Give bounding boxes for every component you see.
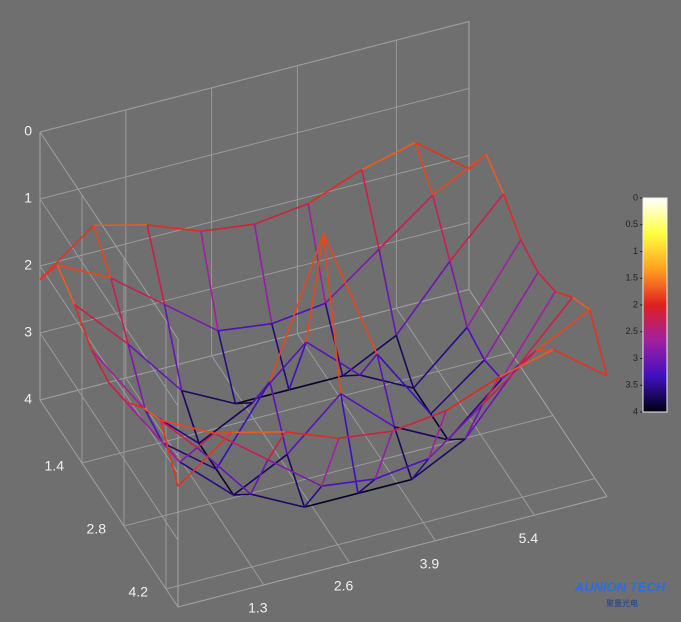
colorbar-tick-label: 4 (633, 406, 638, 416)
z-tick-label: 1 (24, 190, 32, 206)
colorbar (643, 198, 667, 412)
colorbar-tick-label: 2.5 (625, 326, 638, 336)
colorbar-tick-label: 3.5 (625, 380, 638, 390)
watermark-sub: 聚量光电 (606, 598, 638, 608)
colorbar-tick-label: 2 (633, 299, 638, 309)
colorbar-tick-label: 3 (633, 353, 638, 363)
y-tick-label: 2.8 (87, 521, 107, 537)
z-tick-label: 2 (24, 257, 32, 273)
x-tick-label: 2.6 (334, 578, 354, 594)
z-tick-label: 0 (24, 123, 32, 139)
x-tick-label: 3.9 (420, 555, 440, 571)
x-tick-label: 1.3 (248, 600, 268, 616)
mesh-segment (234, 494, 251, 495)
z-tick-label: 4 (24, 391, 32, 407)
mesh-segment (235, 403, 252, 404)
mesh-segment (343, 375, 360, 376)
y-tick-label: 1.4 (45, 458, 65, 474)
y-tick-label: 4.2 (129, 584, 149, 600)
colorbar-tick-label: 1.5 (625, 273, 638, 283)
watermark: AUNION TECH (574, 579, 666, 594)
colorbar-tick-label: 0 (633, 192, 638, 202)
mesh-segment (448, 439, 465, 440)
x-tick-label: 5.4 (519, 530, 539, 546)
mesh-segment (214, 432, 231, 433)
z-tick-label: 3 (24, 324, 32, 340)
colorbar-tick-label: 0.5 (625, 219, 638, 229)
colorbar-tick-label: 1 (633, 246, 638, 256)
